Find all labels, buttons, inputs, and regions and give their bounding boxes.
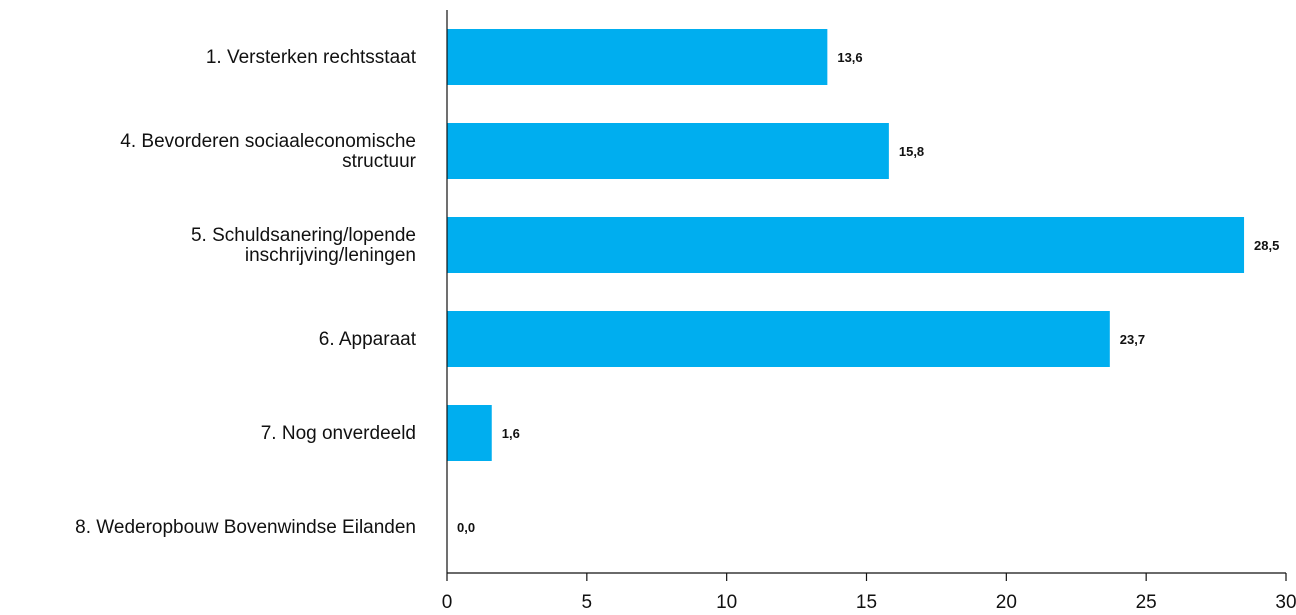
category-label-3-line-1: 5. Schuldsanering/lopende [191, 225, 416, 246]
category-label-6: 8. Wederopbouw Bovenwindse Eilanden [75, 517, 416, 538]
bar-5 [447, 405, 492, 461]
bar-1 [447, 29, 828, 85]
category-label-2-line-1: 4. Bevorderen sociaaleconomische [120, 131, 416, 152]
bar-2 [447, 123, 889, 179]
value-label-1: 13,6 [837, 50, 862, 65]
x-tick-label-0: 0 [442, 592, 453, 613]
x-tick-label-20: 20 [996, 592, 1017, 613]
category-label-3-line-2: inschrijving/leningen [245, 245, 416, 266]
x-tick-label-25: 25 [1136, 592, 1157, 613]
value-label-2: 15,8 [899, 144, 924, 159]
category-label-2-line-2: structuur [342, 151, 417, 172]
x-tick-label-15: 15 [856, 592, 877, 613]
category-label-1: 1. Versterken rechtsstaat [206, 47, 417, 68]
category-label-4: 6. Apparaat [319, 329, 417, 350]
value-label-3: 28,5 [1254, 238, 1279, 253]
value-label-4: 23,7 [1120, 332, 1145, 347]
value-label-5: 1,6 [502, 426, 520, 441]
bar-4 [447, 311, 1110, 367]
bar-3 [447, 217, 1245, 273]
x-tick-label-10: 10 [716, 592, 737, 613]
x-tick-label-30: 30 [1275, 592, 1296, 613]
category-label-5: 7. Nog onverdeeld [261, 423, 416, 444]
value-label-6: 0,0 [457, 520, 475, 535]
x-tick-label-5: 5 [582, 592, 593, 613]
